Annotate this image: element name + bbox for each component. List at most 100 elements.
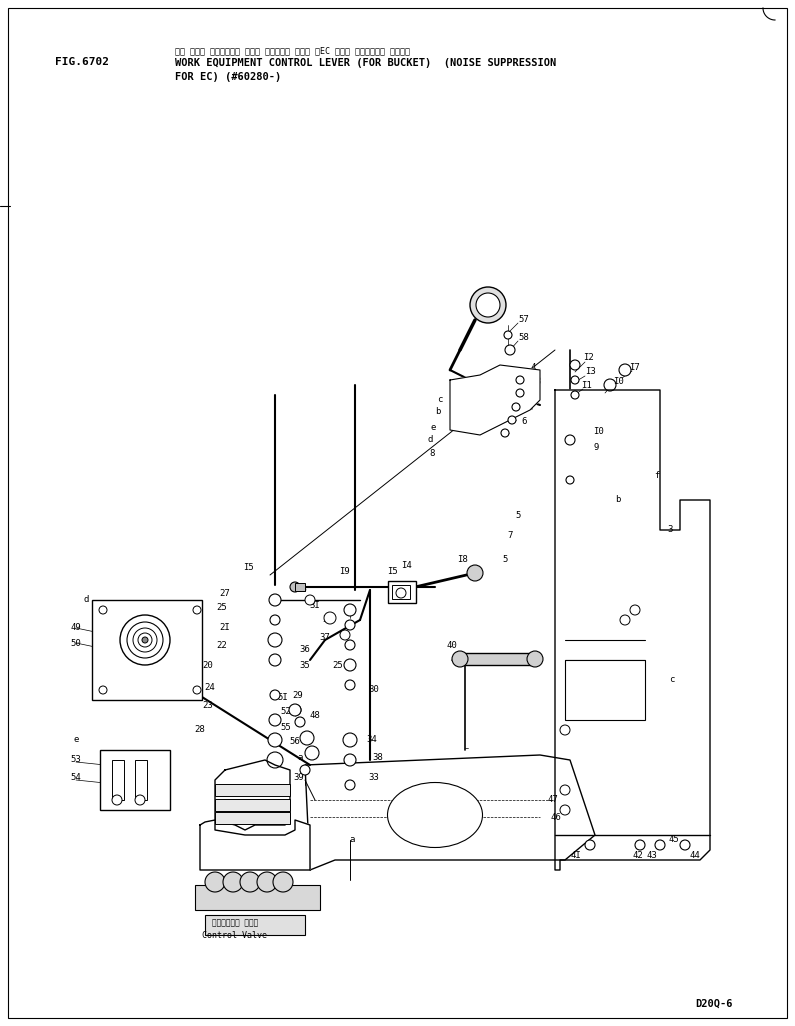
- Text: 37: 37: [320, 633, 331, 642]
- Circle shape: [467, 565, 483, 581]
- Circle shape: [344, 754, 356, 766]
- Text: a: a: [297, 753, 303, 762]
- Text: 2I: 2I: [219, 624, 231, 632]
- Text: 47: 47: [548, 795, 558, 804]
- Circle shape: [193, 606, 201, 614]
- Circle shape: [267, 752, 283, 768]
- Circle shape: [257, 872, 277, 892]
- Circle shape: [269, 594, 281, 606]
- Circle shape: [516, 389, 524, 397]
- Circle shape: [470, 287, 506, 323]
- Bar: [215, 812, 290, 824]
- Text: Control Valve: Control Valve: [203, 931, 267, 940]
- Text: D20Q-6: D20Q-6: [695, 999, 732, 1009]
- Text: 22: 22: [216, 640, 227, 649]
- Circle shape: [512, 403, 520, 411]
- Text: 3: 3: [667, 525, 673, 535]
- Circle shape: [295, 717, 305, 727]
- Circle shape: [138, 633, 152, 647]
- Circle shape: [112, 795, 122, 805]
- Circle shape: [476, 293, 500, 317]
- Text: 8: 8: [535, 378, 541, 387]
- Text: c: c: [437, 395, 443, 404]
- Circle shape: [343, 733, 357, 747]
- Text: I5: I5: [242, 562, 254, 571]
- Text: 42: 42: [633, 852, 643, 861]
- Bar: [215, 799, 290, 811]
- Text: 33: 33: [369, 774, 379, 783]
- Circle shape: [560, 785, 570, 795]
- Text: b: b: [436, 407, 440, 417]
- Text: 39: 39: [293, 774, 304, 783]
- Text: 23: 23: [203, 702, 213, 710]
- Text: 28: 28: [195, 725, 205, 735]
- Circle shape: [560, 805, 570, 815]
- Text: f: f: [654, 471, 660, 479]
- Bar: [205, 915, 305, 935]
- Circle shape: [604, 379, 616, 391]
- Circle shape: [120, 615, 170, 665]
- Text: b: b: [615, 496, 621, 505]
- Text: 54: 54: [71, 774, 81, 783]
- Text: 25: 25: [216, 603, 227, 613]
- Text: 57: 57: [518, 316, 529, 324]
- Text: 40: 40: [447, 640, 457, 649]
- Text: 49: 49: [71, 624, 81, 632]
- Text: 8: 8: [429, 449, 435, 459]
- Text: e: e: [73, 736, 79, 745]
- Text: 50: 50: [71, 638, 81, 647]
- Text: サギ ヨウキ コントロール レバー （バケット ヨウ） （EC ヨウケ テイヨウオン ショウ）: サギ ヨウキ コントロール レバー （バケット ヨウ） （EC ヨウケ テイヨウ…: [175, 46, 410, 55]
- Text: 38: 38: [373, 753, 383, 762]
- Text: 58: 58: [518, 333, 529, 343]
- Circle shape: [127, 622, 163, 658]
- Circle shape: [324, 611, 336, 624]
- Text: 53: 53: [71, 755, 81, 764]
- Bar: [112, 760, 124, 800]
- Circle shape: [268, 733, 282, 747]
- Text: 5I: 5I: [277, 693, 289, 702]
- Text: 45: 45: [669, 835, 680, 844]
- Text: FOR EC) (#60280-): FOR EC) (#60280-): [175, 72, 281, 82]
- Text: 27: 27: [219, 589, 231, 597]
- Circle shape: [205, 872, 225, 892]
- Text: 26: 26: [297, 586, 308, 594]
- Text: 9: 9: [593, 443, 599, 452]
- Text: 46: 46: [551, 814, 561, 823]
- Circle shape: [133, 628, 157, 652]
- Circle shape: [340, 630, 350, 640]
- Text: 7: 7: [507, 531, 513, 541]
- Circle shape: [565, 435, 575, 445]
- Circle shape: [223, 872, 243, 892]
- Text: コントロール バルブ: コントロール バルブ: [212, 918, 258, 928]
- Text: 4I: 4I: [571, 852, 581, 861]
- Circle shape: [630, 605, 640, 615]
- Text: I4: I4: [401, 560, 411, 569]
- Text: 56: 56: [289, 738, 301, 747]
- Bar: [195, 885, 320, 910]
- Text: 25: 25: [332, 661, 343, 670]
- Text: 36: 36: [300, 645, 310, 655]
- Circle shape: [273, 872, 293, 892]
- Text: I5: I5: [386, 567, 398, 577]
- Bar: [100, 750, 170, 810]
- Bar: [92, 600, 202, 700]
- Text: 5: 5: [515, 512, 521, 520]
- Circle shape: [142, 637, 148, 643]
- Text: 24: 24: [204, 683, 215, 693]
- Text: d: d: [83, 595, 89, 604]
- Text: I7: I7: [630, 363, 641, 372]
- Text: 6: 6: [522, 418, 526, 427]
- Circle shape: [270, 690, 280, 700]
- Circle shape: [305, 746, 319, 760]
- Circle shape: [585, 840, 595, 850]
- Text: 52: 52: [281, 708, 292, 716]
- Polygon shape: [215, 760, 290, 830]
- Text: 3I: 3I: [309, 600, 320, 609]
- Circle shape: [268, 633, 282, 647]
- Circle shape: [240, 872, 260, 892]
- Circle shape: [571, 391, 579, 399]
- Circle shape: [300, 731, 314, 745]
- Circle shape: [305, 595, 315, 605]
- Text: 48: 48: [309, 711, 320, 720]
- Circle shape: [501, 429, 509, 437]
